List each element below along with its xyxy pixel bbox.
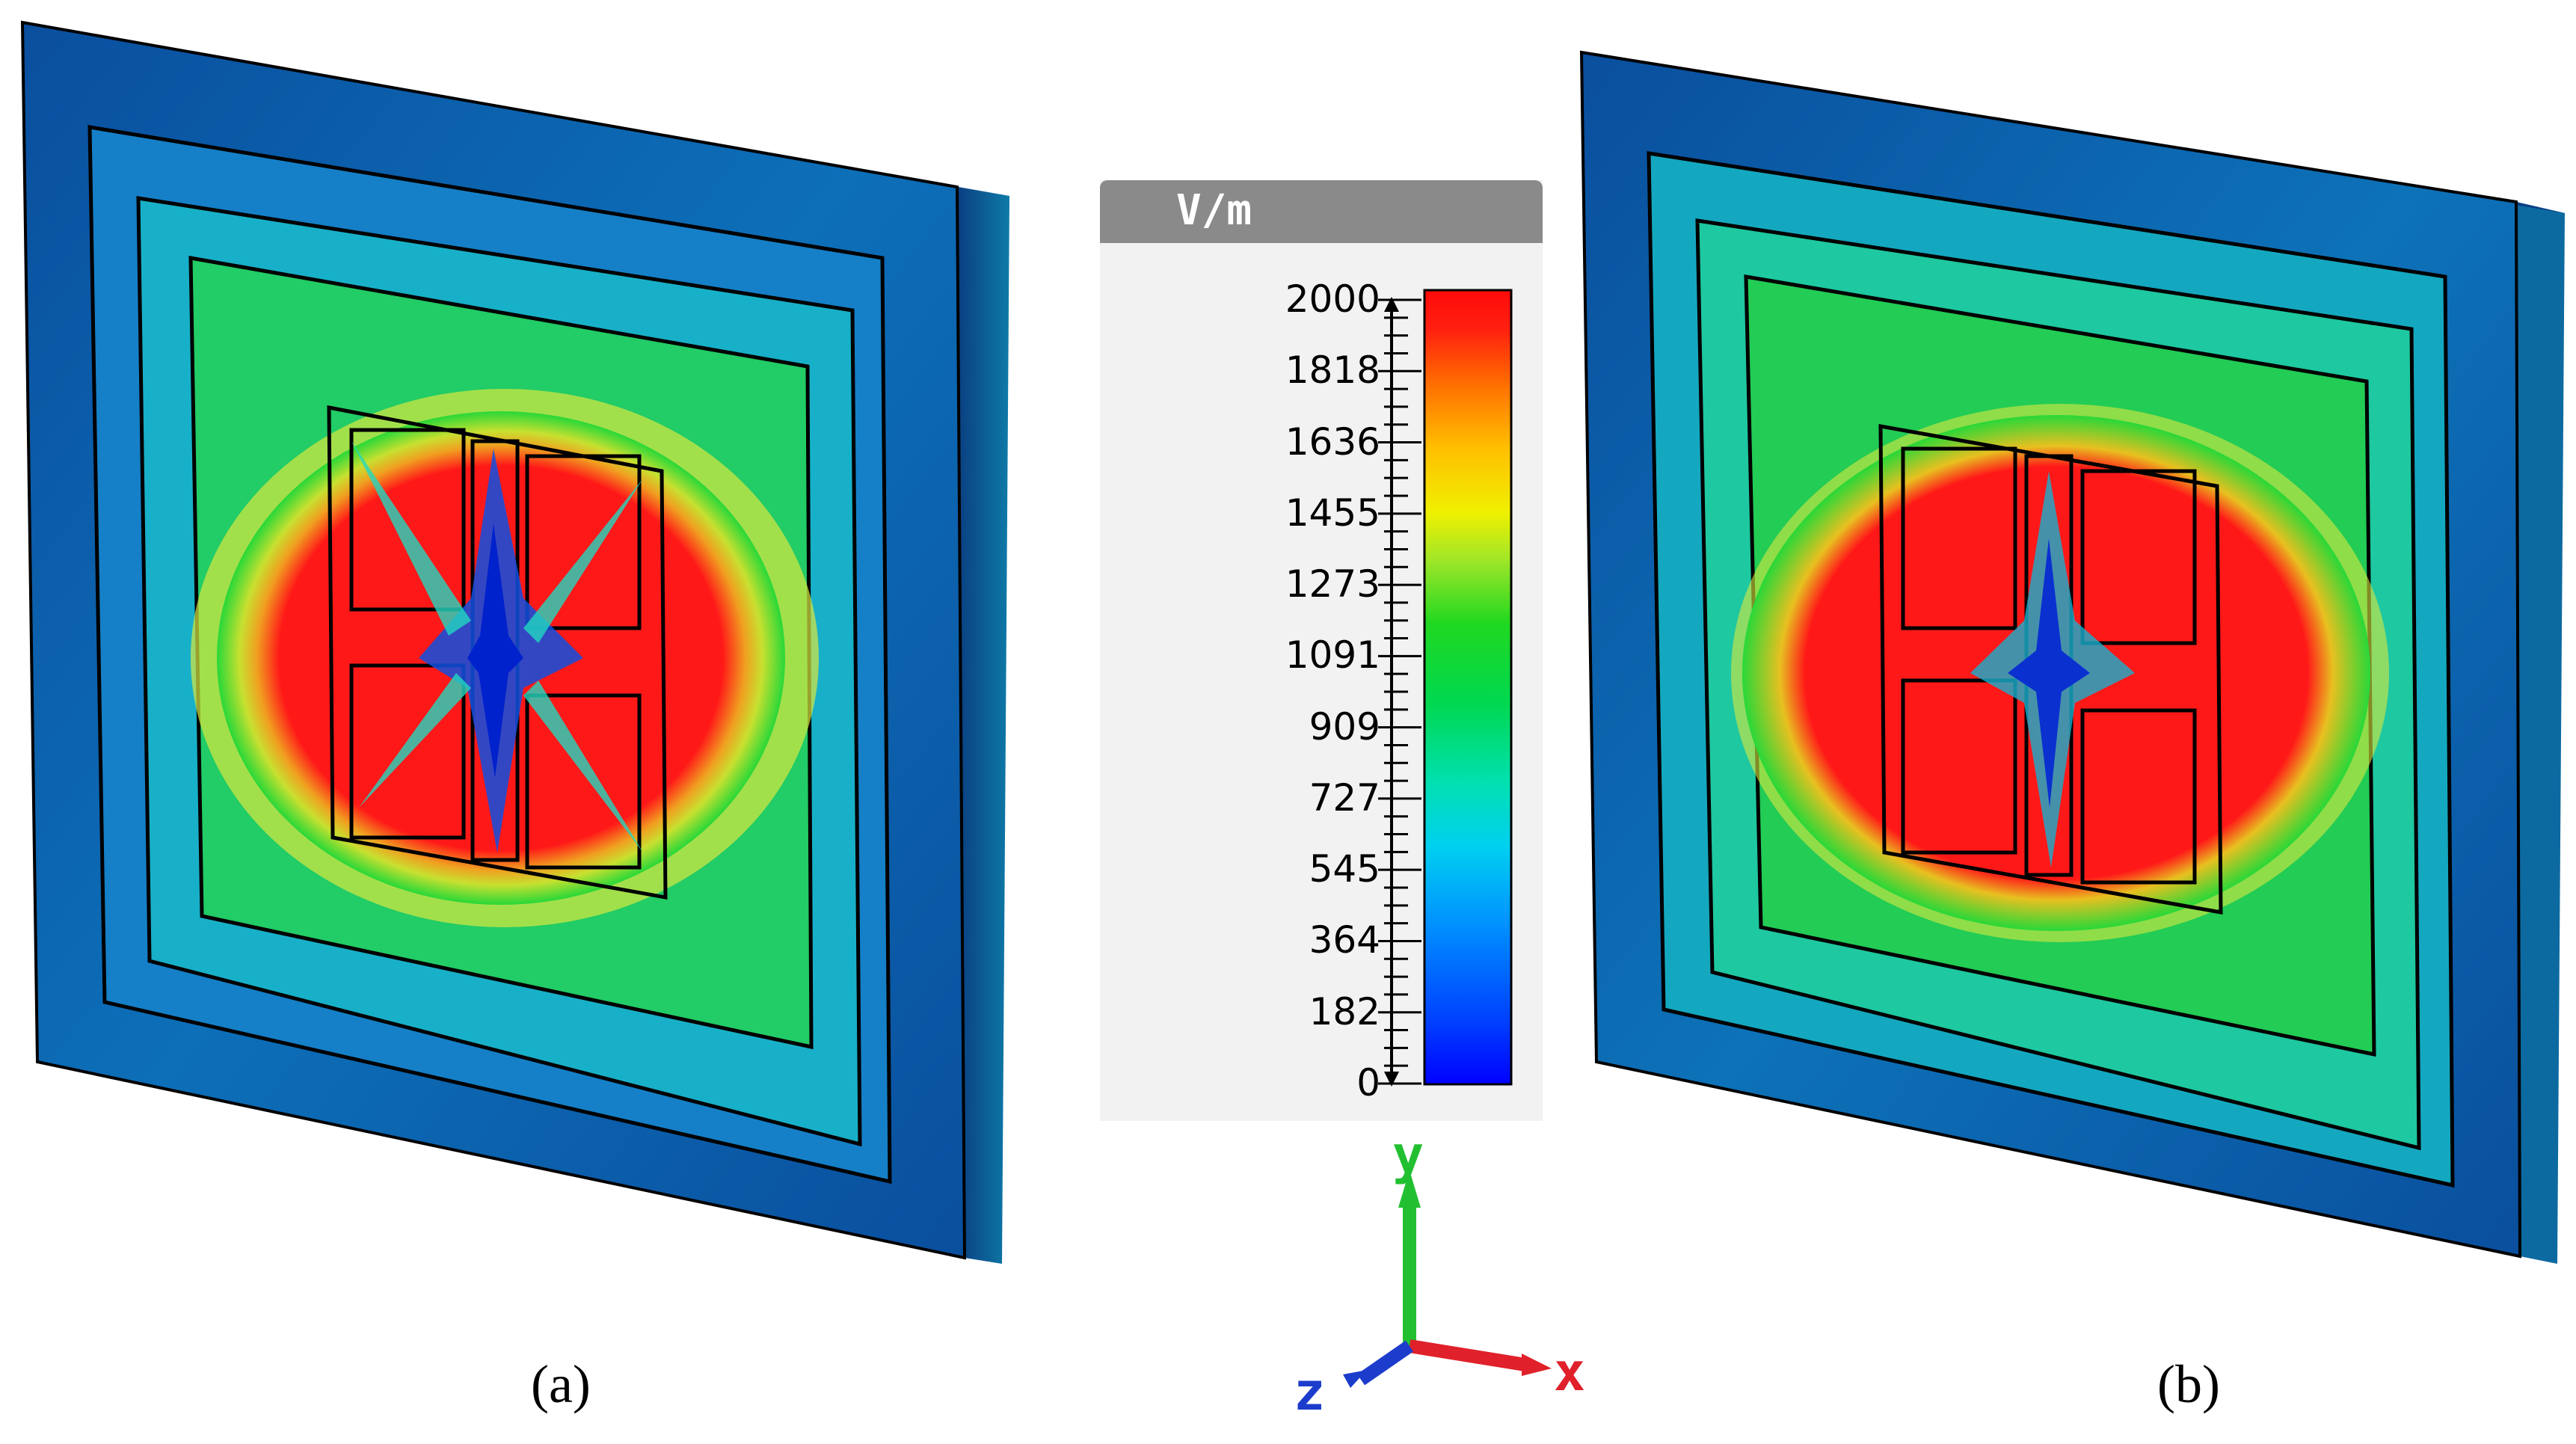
colorbar-tick-label: 909 xyxy=(1309,704,1380,749)
caption-a: (a) xyxy=(531,1354,591,1414)
colorbar-tick-label: 364 xyxy=(1309,918,1380,962)
colorbar-tick-label: 182 xyxy=(1309,989,1380,1033)
colorbar-unit: V/m xyxy=(1176,186,1252,235)
colorbar-tick-label: 545 xyxy=(1309,847,1380,891)
x-axis-line xyxy=(1408,1339,1527,1371)
colorbar-tick-label: 1455 xyxy=(1285,491,1380,535)
x-axis-label: x xyxy=(1554,1342,1586,1403)
colorbar-tick-label: 2000 xyxy=(1285,277,1380,321)
field-plot-a xyxy=(20,20,1009,1264)
slab-side xyxy=(957,187,1009,1264)
y-axis-label: y xyxy=(1392,1125,1424,1186)
colorbar-tick-label: 1636 xyxy=(1285,420,1380,464)
z-axis-arrowhead xyxy=(1343,1370,1367,1388)
caption-b: (b) xyxy=(2157,1354,2220,1414)
colorbar-tick-label: 727 xyxy=(1309,775,1380,820)
colorbar-tick-label: 0 xyxy=(1356,1061,1380,1104)
colorbar-tick-label: 1273 xyxy=(1285,562,1380,606)
field-plot-b xyxy=(1579,50,2565,1264)
colorbar-tick-label: 1818 xyxy=(1285,348,1380,393)
colorbar-tick-label: 1091 xyxy=(1285,633,1380,678)
axis-triad xyxy=(1343,1170,1552,1388)
z-axis-line xyxy=(1356,1340,1414,1386)
colorbar-scale xyxy=(1378,289,1513,1087)
x-axis-arrowhead xyxy=(1522,1354,1552,1376)
y-axis-arrowhead xyxy=(1398,1170,1421,1208)
slab-side xyxy=(2516,202,2565,1264)
z-axis-label: z xyxy=(1294,1361,1326,1422)
colorbar-header: V/m xyxy=(1100,180,1543,243)
colorbar-legend: V/m 2000 1818 1636 1455 127 xyxy=(1100,180,1543,1121)
